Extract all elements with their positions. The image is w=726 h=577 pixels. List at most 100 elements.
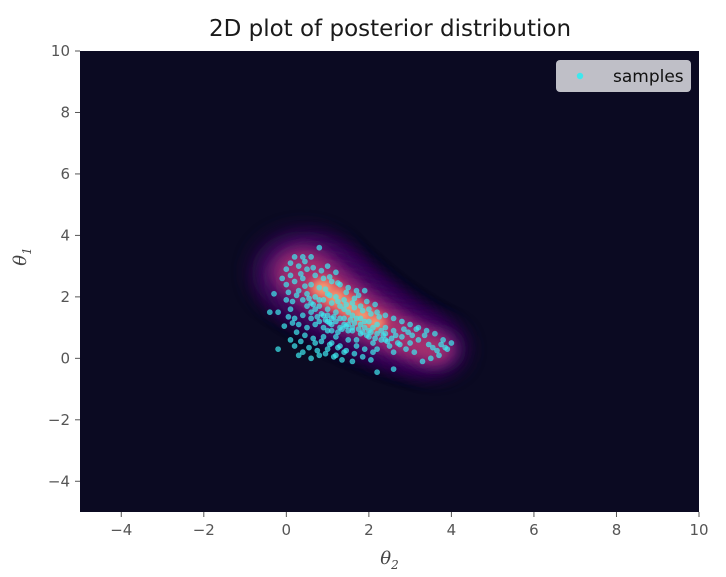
y-tick-label: 2 — [60, 288, 70, 306]
sample-point — [304, 266, 310, 273]
sample-point — [339, 356, 345, 363]
sample-point — [322, 286, 329, 293]
x-axis-label: θ2 — [380, 548, 398, 572]
sample-point — [312, 321, 319, 328]
sample-point — [291, 278, 298, 285]
legend-box — [556, 60, 691, 92]
sample-point — [367, 310, 374, 317]
sample-point — [324, 327, 331, 334]
sample-point — [386, 343, 393, 349]
sample-point — [351, 304, 358, 311]
y-tick-label: −4 — [48, 472, 70, 490]
sample-point — [370, 324, 376, 331]
sample-point — [409, 332, 416, 339]
sample-point — [332, 318, 339, 325]
sample-point — [322, 350, 329, 357]
x-tick-label: −4 — [110, 521, 132, 539]
sample-point — [411, 349, 418, 356]
sample-point — [403, 346, 409, 352]
sample-point — [283, 281, 290, 288]
x-tick-label: 8 — [612, 521, 622, 539]
sample-point — [396, 341, 403, 348]
sample-point — [351, 350, 358, 357]
sample-point — [312, 272, 319, 279]
y-tick-label: 10 — [51, 42, 70, 60]
sample-point — [326, 273, 333, 280]
sample-point — [359, 307, 366, 314]
sample-point — [310, 301, 317, 308]
sample-point — [343, 323, 350, 329]
sample-point — [434, 347, 440, 354]
sample-point — [324, 346, 331, 352]
sample-point — [310, 264, 317, 271]
sample-point — [388, 335, 395, 342]
sample-point — [374, 369, 380, 376]
sample-point — [384, 338, 391, 345]
sample-point — [304, 303, 310, 309]
sample-point — [275, 309, 281, 316]
sample-point — [289, 320, 296, 326]
sample-point — [320, 333, 327, 340]
sample-point — [324, 306, 331, 313]
sample-point — [353, 315, 360, 322]
sample-point — [320, 296, 327, 303]
sample-point — [355, 292, 362, 299]
sample-point — [392, 332, 399, 339]
sample-point — [351, 320, 358, 326]
x-tick-label: −2 — [193, 521, 215, 539]
sample-point — [304, 324, 310, 331]
sample-point — [415, 336, 422, 343]
sample-point — [299, 349, 306, 356]
x-tick-label: 10 — [689, 521, 708, 539]
sample-point — [285, 289, 292, 296]
sample-point — [291, 253, 298, 260]
sample-point — [382, 324, 389, 331]
sample-point — [343, 289, 350, 296]
sample-point — [372, 335, 378, 342]
sample-point — [281, 323, 288, 329]
sample-point — [266, 309, 273, 316]
sample-point — [287, 272, 294, 279]
sample-point — [339, 326, 345, 332]
sample-point — [372, 301, 378, 308]
sample-point — [400, 326, 407, 332]
sample-point — [308, 315, 314, 322]
sample-point — [343, 301, 350, 308]
sample-point — [390, 349, 397, 356]
sample-point — [297, 338, 304, 345]
sample-point — [427, 355, 434, 362]
sample-point — [324, 263, 331, 269]
sample-point — [343, 347, 350, 354]
sample-point — [306, 344, 312, 351]
sample-point — [293, 329, 300, 336]
sample-point — [326, 320, 333, 326]
sample-point — [326, 292, 333, 299]
sample-point — [328, 300, 335, 306]
x-axis-label-subscript: 2 — [390, 558, 399, 572]
sample-point — [299, 312, 306, 319]
sample-point — [370, 340, 376, 346]
sample-point — [283, 266, 290, 273]
sample-point — [353, 336, 360, 343]
sample-point — [308, 355, 314, 362]
sample-point — [334, 298, 341, 305]
sample-point — [332, 269, 339, 276]
sample-point — [312, 293, 319, 300]
sample-point — [405, 329, 411, 336]
sample-point — [295, 263, 302, 269]
sample-point — [390, 315, 397, 322]
sample-point — [299, 253, 306, 260]
sample-point — [308, 281, 314, 288]
sample-point — [349, 312, 356, 319]
sample-point — [301, 258, 308, 265]
y-tick-label: 0 — [60, 349, 70, 367]
x-tick-label: 4 — [447, 521, 457, 539]
sample-point — [291, 315, 298, 322]
sample-point — [318, 310, 325, 317]
y-tick-label: 4 — [60, 226, 70, 244]
sample-point — [283, 296, 290, 303]
sample-point — [326, 341, 333, 348]
x-tick-label: 0 — [282, 521, 292, 539]
y-tick-label: −2 — [48, 411, 70, 429]
